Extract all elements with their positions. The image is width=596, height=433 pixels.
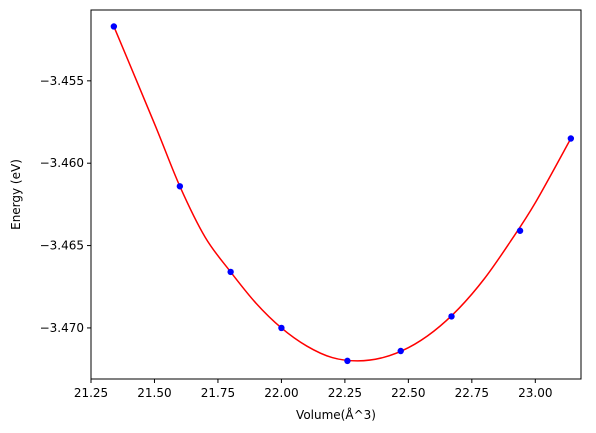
- x-tick-label: 22.50: [391, 386, 425, 400]
- x-axis-ticks: 21.25 21.50 21.75 22.00 22.25 22.50 22.75 23.00: [74, 379, 552, 400]
- x-tick-label: 22.75: [455, 386, 489, 400]
- plot-frame: [90, 9, 582, 380]
- data-point: [397, 347, 404, 355]
- data-point: [176, 183, 184, 190]
- data-point: [344, 357, 351, 365]
- x-tick-label: 22.00: [264, 386, 298, 400]
- data-point: [516, 227, 524, 234]
- plot-content: [110, 23, 575, 365]
- x-tick-label: 22.25: [328, 386, 362, 400]
- x-tick-label: 23.00: [518, 386, 552, 400]
- data-point: [227, 268, 234, 276]
- y-tick-label: −3.465: [40, 239, 84, 253]
- data-point: [278, 324, 285, 332]
- data-point: [448, 313, 455, 320]
- y-tick-label: −3.470: [40, 321, 84, 335]
- x-tick-label: 21.50: [137, 386, 171, 400]
- y-axis-ticks: −3.455 −3.460 −3.465 −3.470: [40, 74, 91, 335]
- x-tick-label: 21.25: [74, 386, 108, 400]
- x-axis-label: Volume(Å^3): [296, 407, 376, 422]
- y-axis-label: Energy (eV): [9, 159, 23, 230]
- fit-curve: [113, 26, 572, 362]
- data-point: [567, 135, 575, 142]
- data-point: [110, 23, 118, 30]
- y-tick-label: −3.455: [40, 74, 84, 88]
- y-tick-label: −3.460: [40, 156, 84, 170]
- x-tick-label: 21.75: [201, 386, 235, 400]
